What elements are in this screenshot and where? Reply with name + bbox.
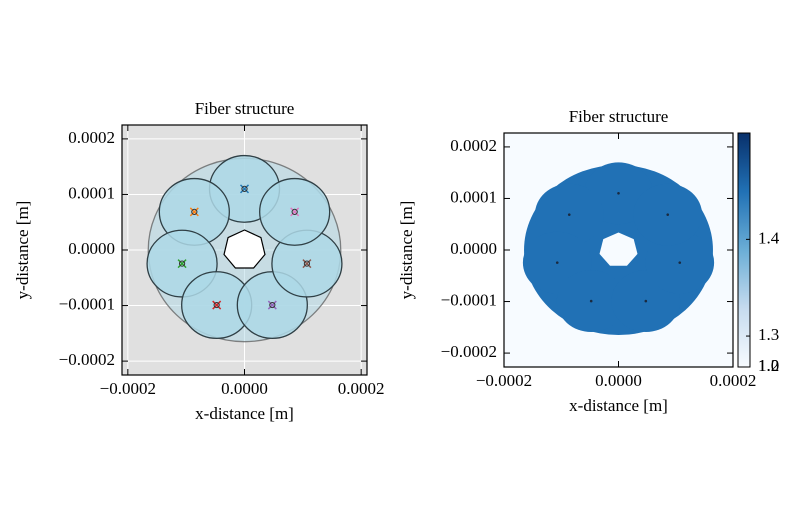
core-dot [617,192,620,195]
colorbar-tick-label: 1.0 [758,356,779,375]
x-axis-label: x-distance [m] [195,404,294,423]
x-tick-label: −0.0002 [100,379,156,398]
x-tick-label: 0.0000 [595,371,642,390]
colorbar-tick-label: 1.3 [758,325,779,344]
tube-core [213,301,220,309]
core-dot [666,213,670,216]
tube-core [303,260,311,267]
y-tick-label: −0.0002 [59,350,115,369]
tube-center-marker [189,207,199,217]
y-tick-label: 0.0002 [450,136,497,155]
tube-core [291,208,298,215]
y-tick-label: −0.0001 [59,294,115,313]
tube-core [241,185,248,192]
central-hole [599,232,638,266]
x-tick-label: 0.0002 [338,379,385,398]
plot-area [122,125,367,375]
core-dot [644,299,648,303]
core-dot [589,299,593,303]
x-tick-label: 0.0000 [221,379,268,398]
tube-core [191,208,198,215]
tube-center-marker [302,259,312,269]
y-tick-label: −0.0002 [441,342,497,361]
tube-center-marker [290,207,300,217]
y-tick-label: 0.0002 [68,128,115,147]
x-tick-label: 0.0002 [710,371,757,390]
y-tick-label: −0.0001 [441,290,497,309]
core-dot [567,213,571,216]
y-tick-label: 0.0000 [450,239,497,258]
y-axis-label: y-distance [m] [397,201,416,300]
colorbar-tick-label: 1.2 [758,356,779,375]
y-axis-label: y-distance [m] [13,201,32,300]
y-tick-label: 0.0001 [68,183,115,202]
y-tick-label: 0.0001 [450,187,497,206]
colorbar-tick-label: 1.4 [758,228,780,247]
chart-title: Fiber structure [569,107,669,126]
plot-area [504,133,733,367]
central-hole [223,229,266,269]
x-tick-label: −0.0002 [476,371,532,390]
tube-center-marker [267,300,277,310]
chart-title: Fiber structure [195,99,295,118]
tube-center-marker [239,184,250,194]
core-dot [555,261,559,264]
tube-center-marker [212,300,222,310]
x-axis-label: x-distance [m] [569,396,668,415]
tube-core [178,260,186,267]
core-dot [678,261,682,264]
tube-center-marker [177,259,187,269]
tube-core [269,301,276,309]
y-tick-label: 0.0000 [68,239,115,258]
colorbar [737,132,751,368]
